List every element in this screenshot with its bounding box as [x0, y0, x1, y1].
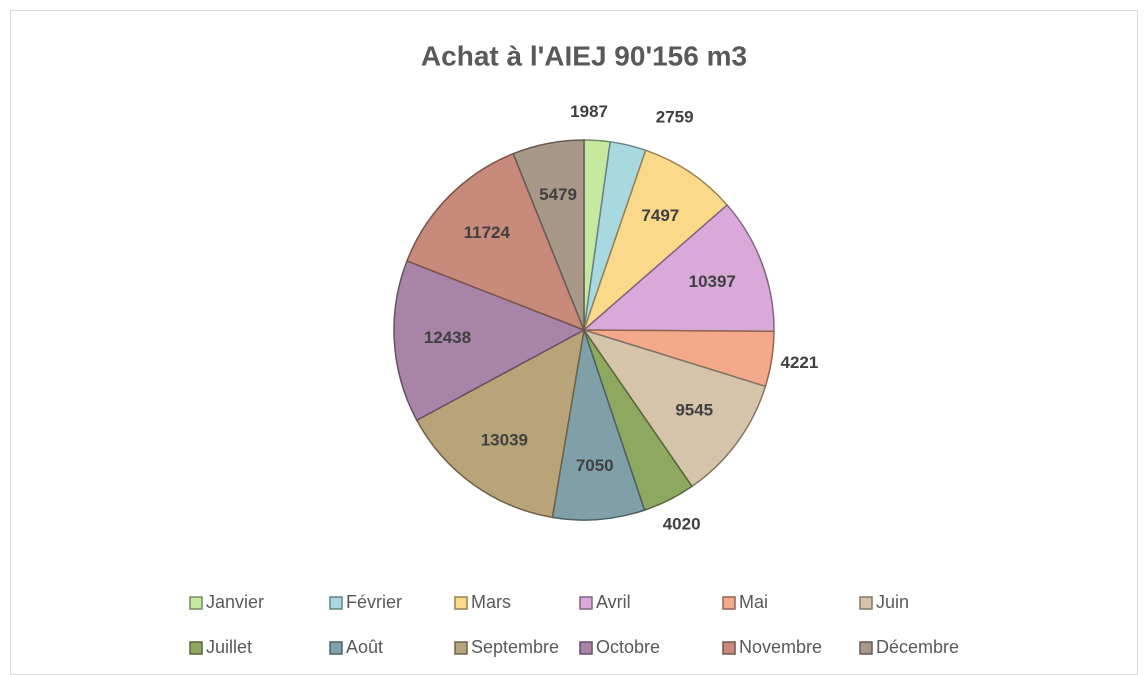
pie-slice [512, 139, 585, 331]
data-label: 12438 [424, 328, 471, 347]
legend-label: Août [346, 637, 383, 657]
pie-slice [406, 152, 586, 332]
legend-label: Mai [739, 592, 768, 612]
data-label: 9545 [675, 401, 713, 420]
legend-swatch [189, 641, 203, 655]
pie-slice [551, 329, 646, 521]
legend-label: Juin [876, 592, 909, 612]
legend-swatch [329, 596, 343, 610]
legend-swatch [189, 596, 203, 610]
pie-slice [393, 259, 586, 422]
chart-title: Achat à l'AIEJ 90'156 m3 [421, 40, 747, 71]
data-label: 2759 [656, 107, 694, 126]
legend-swatch [454, 596, 468, 610]
legend-label: Décembre [876, 637, 959, 657]
pie-slice [415, 328, 585, 519]
data-label: 10397 [689, 272, 736, 291]
legend-label: Novembre [739, 637, 822, 657]
data-label: 13039 [481, 431, 528, 450]
pie-slice [582, 204, 775, 333]
legend-label: Mars [471, 592, 511, 612]
data-label: 1987 [570, 102, 608, 121]
legend-swatch [722, 641, 736, 655]
data-label: 7050 [576, 456, 614, 475]
legend-label: Octobre [596, 637, 660, 657]
data-label: 7497 [641, 206, 679, 225]
legend-swatch [859, 641, 873, 655]
data-label: 4221 [781, 353, 819, 372]
legend-swatch [579, 641, 593, 655]
legend-swatch [722, 596, 736, 610]
legend-label: Juillet [206, 637, 252, 657]
legend-label: Janvier [206, 592, 264, 612]
pie-slice [582, 149, 729, 333]
legend-label: Septembre [471, 637, 559, 657]
data-label: 5479 [539, 185, 577, 204]
data-label: 11724 [464, 223, 511, 242]
legend-swatch [579, 596, 593, 610]
legend-label: Avril [596, 592, 631, 612]
pie-slice [582, 328, 767, 488]
legend-label: Février [346, 592, 402, 612]
data-label: 4020 [663, 514, 701, 533]
legend-swatch [454, 641, 468, 655]
legend-swatch [329, 641, 343, 655]
legend-swatch [859, 596, 873, 610]
